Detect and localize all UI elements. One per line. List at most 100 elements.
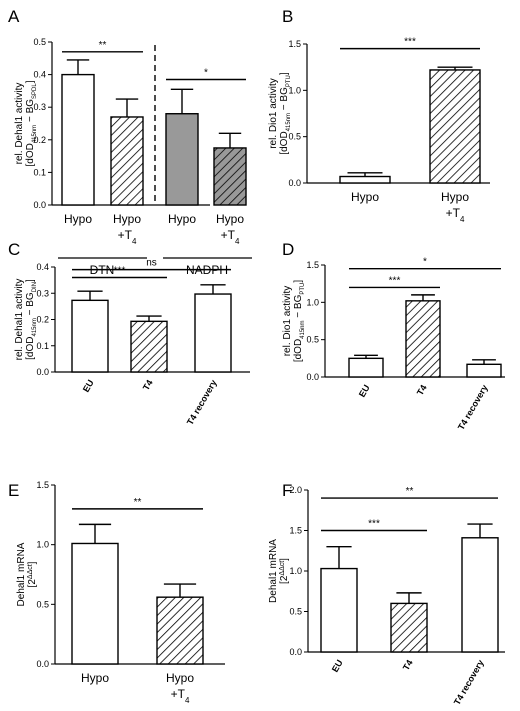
bar [348, 357, 384, 378]
y-tick-label: 0.2 [33, 135, 46, 145]
y-tick-label: 1.5 [36, 480, 49, 490]
y-axis-label: Dehal1 mRNA [16, 542, 27, 606]
panel-label: E [8, 481, 19, 500]
y-axis-label: rel. Dio1 activity [268, 78, 279, 149]
significance-label: * [204, 67, 208, 78]
y-tick-label: 0.5 [36, 599, 49, 609]
x-tick-label-line2: +T4 [446, 206, 465, 224]
panel-b: B 0.0 0.5 1.0 1.5 rel. Dio1 activity [dOD415nm… [268, 7, 490, 224]
y-tick-label: 1.5 [289, 526, 302, 536]
y-axis-label: rel. Dehal1 activity [14, 83, 25, 165]
x-tick-label: Hypo [216, 212, 244, 226]
y-tick-label: 1.5 [306, 260, 319, 270]
y-tick-label: 1.5 [288, 39, 301, 49]
y-tick-label: 2.0 [289, 485, 302, 495]
bar [71, 299, 109, 373]
y-axis-sublabel: [dOD415nm − BGDIN] [25, 279, 38, 360]
panel-label: F [282, 481, 292, 500]
x-tick-label: Hypo [441, 190, 469, 204]
y-axis-sublabel: [dOD415nm − BGPTU] [279, 72, 292, 155]
significance-label: ** [134, 497, 142, 508]
significance-label: *** [389, 275, 401, 286]
panel-label: B [282, 7, 293, 26]
y-tick-label: 0.0 [288, 178, 301, 188]
panel-c: C 0.0 0.1 0.2 0.3 0.4 rel. Dehal1 activity [dOD… [8, 240, 250, 427]
bar [110, 116, 144, 206]
bar [429, 69, 481, 184]
y-axis-sublabel: [dOD415nm − BGSPDL] [25, 80, 38, 166]
y-tick-label: 1.0 [306, 297, 319, 307]
significance-label: ns [146, 258, 157, 269]
y-tick-label: 0.0 [36, 659, 49, 669]
x-tick-label: T4 recovery [185, 378, 219, 427]
y-tick-label: 1.0 [288, 85, 301, 95]
y-tick-label: 0.1 [36, 341, 49, 351]
x-tick-label: Hypo [351, 190, 379, 204]
y-tick-label: 0.5 [306, 335, 319, 345]
y-tick-label: 0.0 [289, 647, 302, 657]
bar [156, 596, 204, 665]
x-tick-label: Hypo [81, 671, 109, 685]
y-axis-sublabel: [2ΔΔct] [279, 558, 291, 584]
y-tick-label: 1.0 [289, 566, 302, 576]
y-tick-label: 0.0 [33, 200, 46, 210]
y-axis-label: rel. Dio1 activity [282, 286, 293, 357]
significance-label: *** [114, 266, 126, 277]
y-tick-label: 0.3 [33, 102, 46, 112]
x-tick-label: Hypo [168, 212, 196, 226]
y-tick-label: 0.4 [36, 262, 49, 272]
significance-label: * [423, 257, 427, 268]
panel-d: D 0.0 0.5 1.0 1.5 rel. Dio1 activity [dOD415nm… [282, 240, 505, 432]
bar [194, 293, 232, 373]
y-tick-label: 0.5 [288, 132, 301, 142]
bar [339, 175, 391, 184]
bar [130, 320, 168, 373]
panel-label: D [282, 240, 294, 259]
significance-label: ** [99, 40, 107, 51]
bar [320, 567, 358, 653]
significance-label: ** [406, 486, 414, 497]
panel-e: E 0.0 0.5 1.0 1.5 Dehal1 mRNA [2ΔΔct] Hypo Hypo +… [8, 480, 225, 705]
y-tick-label: 0.2 [36, 315, 49, 325]
x-tick-label-line2: +T4 [221, 228, 240, 246]
panel-label: C [8, 240, 20, 259]
bar [61, 73, 95, 206]
y-tick-label: 0.1 [33, 167, 46, 177]
bar [71, 542, 119, 665]
panel-a: A 0.0 0.1 0.2 0.3 0.4 0.5 rel. Dehal1 activity[… [8, 7, 252, 277]
x-tick-label: EU [330, 658, 345, 674]
y-axis-label: Dehal1 mRNA [268, 539, 279, 603]
x-tick-label-line2: +T4 [118, 228, 137, 246]
x-tick-label: T4 [415, 383, 429, 397]
panel-label: A [8, 7, 20, 26]
x-tick-label: T4 [401, 658, 415, 672]
x-tick-label: T4 recovery [456, 383, 490, 432]
y-tick-label: 0.0 [306, 372, 319, 382]
y-axis-sublabel: [2ΔΔct] [27, 561, 39, 587]
y-tick-label: 0.3 [36, 288, 49, 298]
significance-label: *** [404, 37, 416, 48]
bar [461, 537, 499, 653]
y-tick-label: 0.4 [33, 70, 46, 80]
x-tick-label: EU [81, 378, 96, 394]
x-tick-label: EU [357, 383, 372, 399]
x-tick-label-line2: +T4 [171, 687, 190, 705]
y-tick-label: 1.0 [36, 540, 49, 550]
bar [405, 300, 441, 378]
bar [466, 363, 502, 378]
x-tick-label: T4 recovery [452, 658, 486, 707]
x-tick-label: T4 [141, 378, 155, 392]
bar [390, 602, 428, 653]
y-axis-label: rel. Dehal1 activity [14, 279, 25, 361]
bar [165, 113, 199, 206]
x-tick-label: Hypo [64, 212, 92, 226]
y-tick-label: 0.0 [36, 367, 49, 377]
panel-f: F 0.0 0.5 1.0 1.5 2.0 Dehal1 mRNA [2ΔΔct] EU T4 T4… [268, 481, 505, 707]
y-tick-label: 0.5 [33, 37, 46, 47]
y-tick-label: 0.5 [289, 607, 302, 617]
y-axis-sublabel: [dOD415nm − BGPTU] [293, 280, 306, 363]
bar [213, 147, 247, 206]
x-tick-label: Hypo [166, 671, 194, 685]
x-tick-label: Hypo [113, 212, 141, 226]
